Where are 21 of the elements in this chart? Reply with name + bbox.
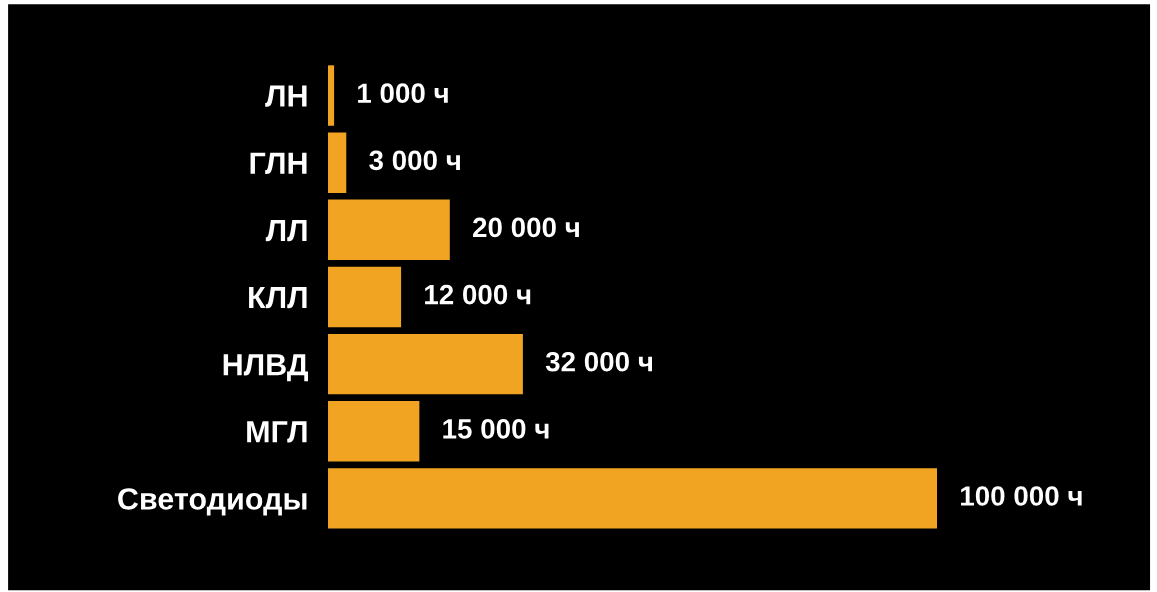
y-tick-label: ГЛН xyxy=(250,152,307,174)
bar xyxy=(328,65,335,126)
bar xyxy=(328,401,420,462)
bar xyxy=(328,333,523,395)
data-label: 1 000 ч xyxy=(358,83,448,104)
data-label: 15 000 ч xyxy=(443,419,549,439)
bar xyxy=(328,266,402,328)
y-tick-label: Светодиоды xyxy=(118,488,307,516)
data-label: 32 000 ч xyxy=(545,351,653,372)
bar xyxy=(328,132,347,193)
data-label: 12 000 ч xyxy=(425,284,531,305)
y-tick-label: ЛН xyxy=(265,85,307,107)
data-label: 20 000 ч xyxy=(473,217,579,238)
y-tick-label: КЛЛ xyxy=(249,287,307,309)
y-tick-label: ЛЛ xyxy=(265,219,307,242)
data-label: 100 000 ч xyxy=(961,486,1082,506)
bar xyxy=(328,199,450,261)
y-tick-label: МГЛ xyxy=(247,421,307,443)
data-label: 3 000 ч xyxy=(369,150,460,171)
y-tick-label: НЛВД xyxy=(223,354,309,382)
bar xyxy=(328,468,938,529)
